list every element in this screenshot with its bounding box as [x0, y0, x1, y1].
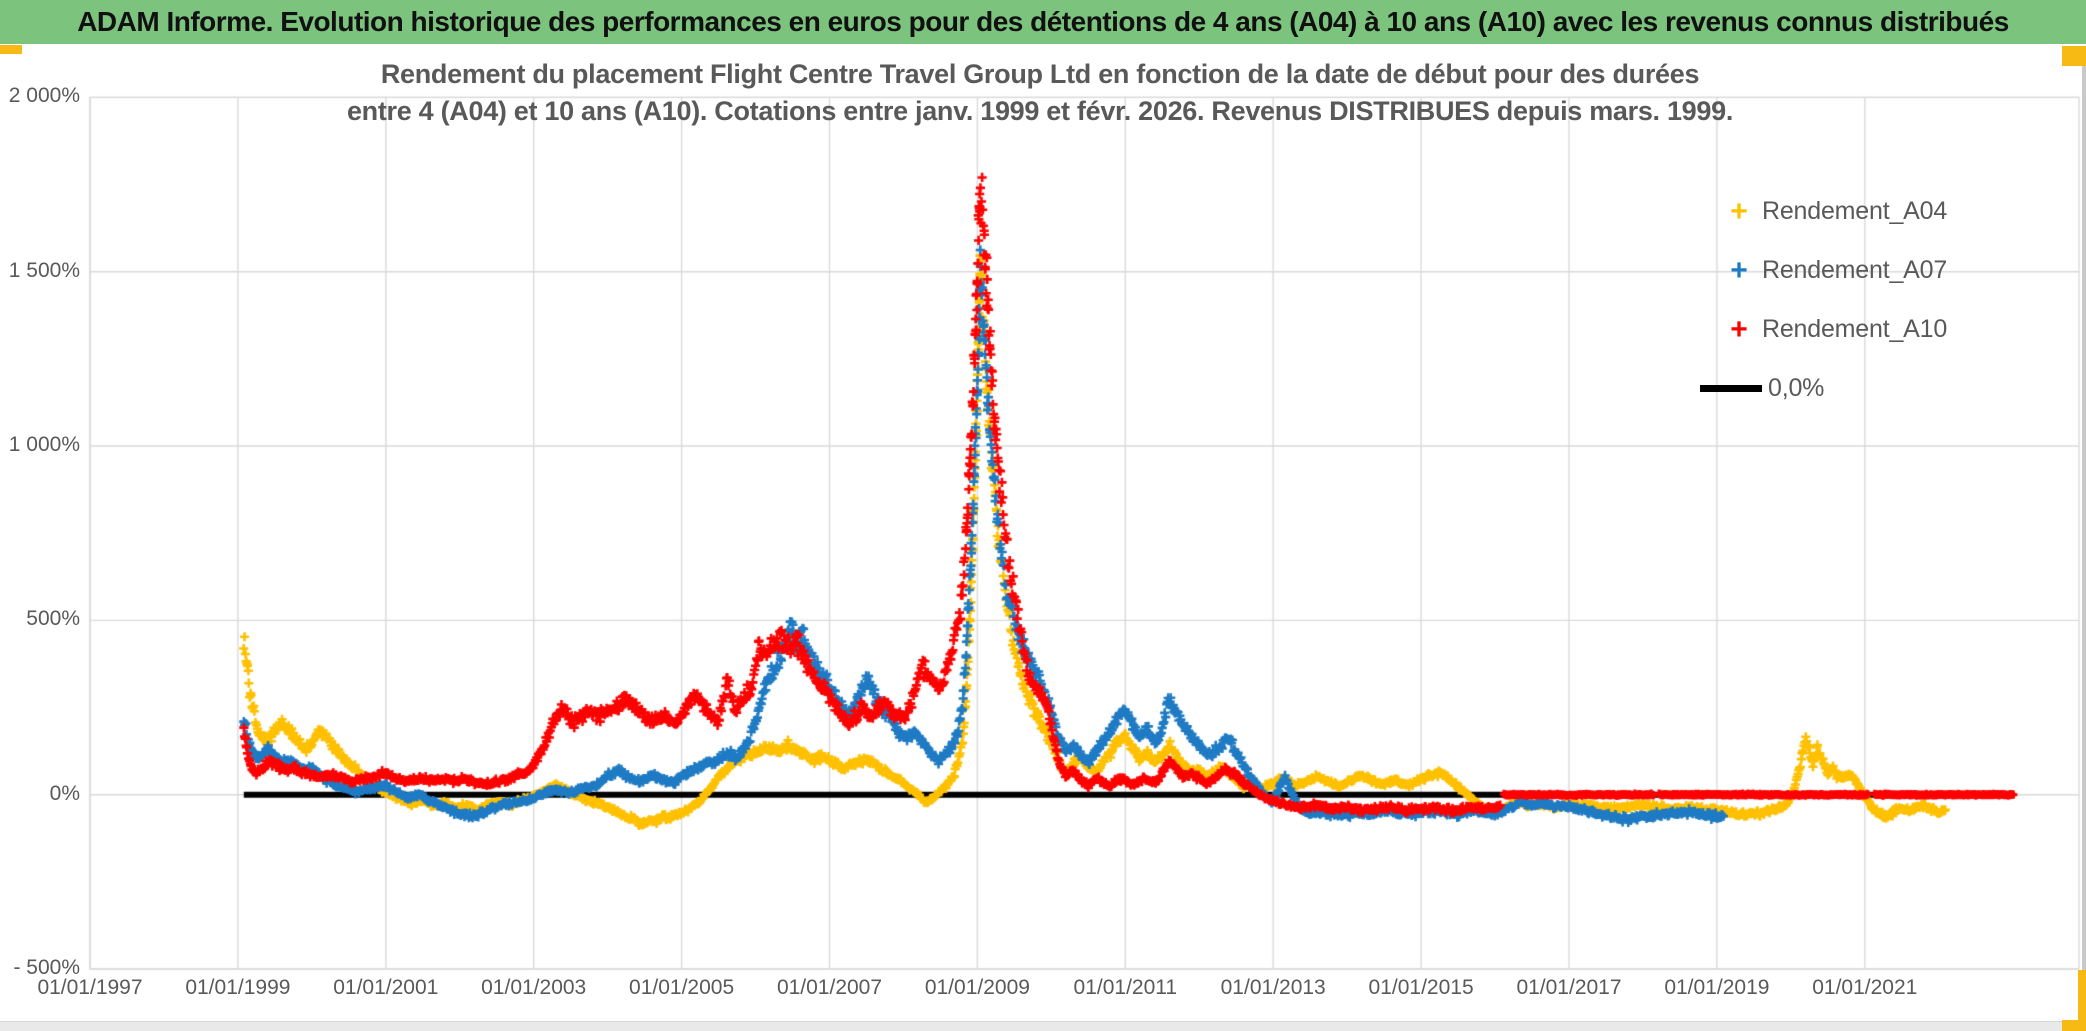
gold-accent-top-right: [2062, 46, 2086, 66]
y-tick-label: - 500%: [13, 956, 80, 980]
x-tick-label: 01/01/2007: [776, 976, 883, 999]
legend-item-a04: + Rendement_A04: [1716, 182, 2026, 241]
report-title: ADAM Informe. Evolution historique des p…: [77, 6, 2009, 37]
plus-marker-icon: +: [1730, 312, 1748, 346]
x-tick-label: 01/01/2009: [924, 976, 1030, 999]
legend-item-a07: + Rendement_A07: [1716, 241, 2026, 300]
x-tick-label: 01/01/1997: [37, 976, 143, 999]
zero-line-swatch-icon: [1700, 385, 1762, 392]
x-tick-label: 01/01/2021: [1812, 976, 1918, 999]
chart-title-line2: entre 4 (A04) et 10 ans (A10). Cotations…: [346, 96, 1734, 126]
x-tick-label: 01/01/2011: [1073, 976, 1178, 999]
x-tick-label: 01/01/2019: [1664, 976, 1770, 999]
y-tick-label: 500%: [26, 607, 80, 631]
chart-title: Rendement du placement Flight Centre Tra…: [250, 56, 1830, 130]
legend-label-a04: Rendement_A04: [1762, 197, 1948, 225]
plus-marker-icon: +: [1730, 253, 1748, 287]
x-tick-label: 01/01/2017: [1516, 976, 1622, 999]
y-tick-label: 1 500%: [8, 258, 80, 282]
chart-legend: + Rendement_A04 + Rendement_A07 + Rendem…: [1700, 182, 2026, 418]
right-edge-divider: [2082, 66, 2086, 970]
y-tick-label: 1 000%: [8, 433, 80, 457]
y-tick-label: 2 000%: [8, 84, 80, 108]
gold-accent-bottom-right-horizontal: [2062, 1020, 2086, 1031]
x-tick-label: 01/01/1999: [185, 976, 291, 999]
x-tick-label: 01/01/2005: [629, 976, 735, 999]
bottom-scroll-strip[interactable]: [0, 1021, 2062, 1031]
chart-title-line1: Rendement du placement Flight Centre Tra…: [380, 59, 1700, 89]
legend-item-a10: + Rendement_A10: [1716, 300, 2026, 359]
gold-accent-left: [0, 45, 22, 54]
legend-label-zero: 0,0%: [1768, 374, 1825, 402]
x-tick-label: 01/01/2001: [333, 976, 439, 999]
x-tick-label: 01/01/2003: [481, 976, 587, 999]
x-tick-label: 01/01/2013: [1220, 976, 1326, 999]
legend-item-zero-line: 0,0%: [1700, 359, 2026, 418]
gold-accent-bottom-right-vertical: [2078, 970, 2086, 1023]
legend-label-a07: Rendement_A07: [1762, 256, 1948, 284]
y-tick-label: 0%: [49, 781, 80, 805]
legend-label-a10: Rendement_A10: [1762, 315, 1948, 343]
x-tick-label: 01/01/2015: [1368, 976, 1474, 999]
report-header-bar: ADAM Informe. Evolution historique des p…: [0, 0, 2086, 44]
plus-marker-icon: +: [1730, 194, 1748, 228]
